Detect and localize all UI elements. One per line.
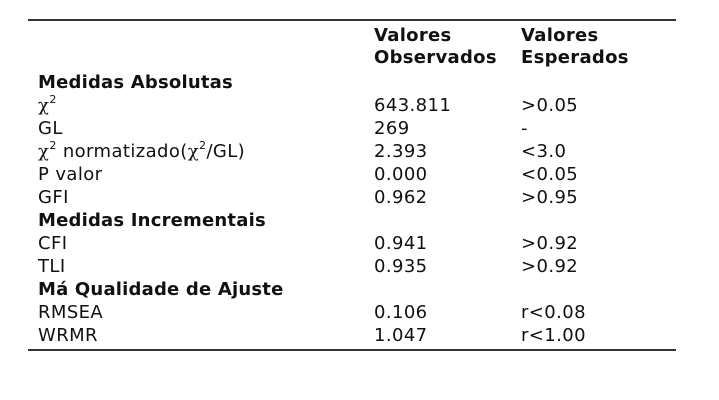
observed-value: 0.106 <box>374 302 428 323</box>
observed-value: 1.047 <box>374 325 428 346</box>
observed-value: 643.811 <box>374 95 452 116</box>
measure-chi2-normatizado: χ2 normatizado(χ2/GL) <box>28 140 374 163</box>
superscript-2: 2 <box>49 139 57 152</box>
observed-value: 0.000 <box>374 164 428 185</box>
table-row: TLI 0.935 >0.92 <box>28 255 676 278</box>
chi-symbol: χ <box>38 95 50 116</box>
expected-value: r<1.00 <box>521 325 586 346</box>
measure-label: P valor <box>38 164 103 185</box>
measure-label: RMSEA <box>38 302 104 323</box>
expected-value: >0.92 <box>521 256 579 277</box>
expected-value: r<0.08 <box>521 302 586 323</box>
observed-value: 0.941 <box>374 233 428 254</box>
observed-value: 0.962 <box>374 187 428 208</box>
normatizado-text: normatizado( <box>56 141 188 162</box>
measure-chi2: χ2 <box>28 94 374 117</box>
table-row: χ2 643.811 >0.05 <box>28 94 676 117</box>
section-row: Medidas Absolutas <box>28 71 676 94</box>
table-row: P valor 0.000 <0.05 <box>28 163 676 186</box>
section-title-ma-qualidade: Má Qualidade de Ajuste <box>38 279 284 300</box>
header-expected: Valores Esperados <box>521 21 676 71</box>
measure-label: GL <box>38 118 63 139</box>
chi-symbol: χ <box>38 141 50 162</box>
observed-value: 2.393 <box>374 141 428 162</box>
section-row: Medidas Incrementais <box>28 209 676 232</box>
measure-label: CFI <box>38 233 68 254</box>
observed-value: 0.935 <box>374 256 428 277</box>
chi-symbol: χ <box>187 141 200 162</box>
header-measure <box>28 21 374 71</box>
measure-label: TLI <box>38 256 66 277</box>
measure-label: WRMR <box>38 325 98 346</box>
section-title-absolutas: Medidas Absolutas <box>38 72 233 93</box>
header-expected-line2: Esperados <box>521 47 629 68</box>
slash-gl-text: /GL) <box>206 141 246 162</box>
section-row: Má Qualidade de Ajuste <box>28 278 676 301</box>
expected-value: >0.95 <box>521 187 579 208</box>
header-observed: Valores Observados <box>374 21 521 71</box>
header-observed-line2: Observados <box>374 47 497 68</box>
header-expected-line1: Valores <box>521 25 599 46</box>
header-row: Valores Observados Valores Esperados <box>28 21 676 71</box>
expected-value: >0.92 <box>521 233 579 254</box>
expected-value: <0.05 <box>521 164 579 185</box>
section-title-incrementais: Medidas Incrementais <box>38 210 266 231</box>
table-row: RMSEA 0.106 r<0.08 <box>28 301 676 324</box>
expected-value: <3.0 <box>521 141 567 162</box>
superscript-2: 2 <box>199 139 207 152</box>
table-row: χ2 normatizado(χ2/GL) 2.393 <3.0 <box>28 140 676 163</box>
table: Valores Observados Valores Esperados Medid… <box>28 21 676 349</box>
table-row: WRMR 1.047 r<1.00 <box>28 324 676 349</box>
table-row: CFI 0.941 >0.92 <box>28 232 676 255</box>
header-observed-line1: Valores <box>374 25 452 46</box>
table-row: GFI 0.962 >0.95 <box>28 186 676 209</box>
expected-value: >0.05 <box>521 95 579 116</box>
expected-value: - <box>521 118 528 139</box>
fit-indices-table: Valores Observados Valores Esperados Medid… <box>28 19 676 351</box>
measure-label: GFI <box>38 187 69 208</box>
table-row: GL 269 - <box>28 117 676 140</box>
superscript-2: 2 <box>49 93 57 106</box>
observed-value: 269 <box>374 118 410 139</box>
